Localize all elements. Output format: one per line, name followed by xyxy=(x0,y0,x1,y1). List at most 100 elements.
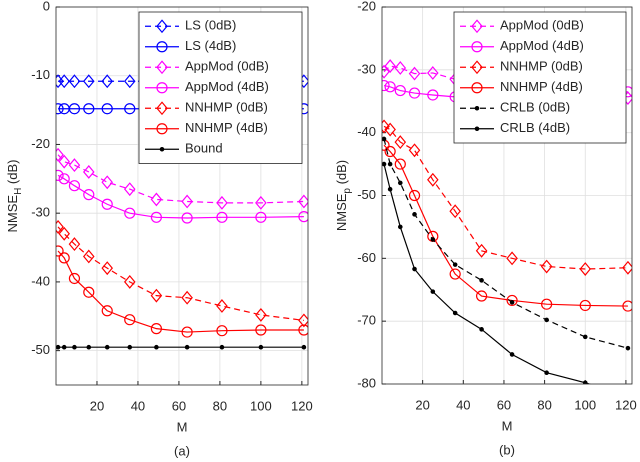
y-tick-label: -70 xyxy=(357,313,376,328)
marker xyxy=(150,288,163,303)
marker xyxy=(82,74,95,89)
y-axis-label: NMSEH (dB) xyxy=(5,160,23,233)
marker xyxy=(471,82,483,94)
legend-label: AppMod (4dB) xyxy=(185,79,269,94)
x-tick-label: 80 xyxy=(213,398,227,413)
marker xyxy=(382,79,390,92)
legend-label: AppMod (0dB) xyxy=(185,59,269,74)
marker xyxy=(382,64,390,79)
marker xyxy=(124,207,136,219)
marker xyxy=(430,237,436,242)
series-line xyxy=(383,125,628,270)
marker xyxy=(301,344,307,350)
y-label-unit: (dB) xyxy=(334,160,349,188)
marker xyxy=(156,19,168,34)
marker xyxy=(471,19,483,34)
y-tick-label: -30 xyxy=(31,205,50,220)
marker xyxy=(72,344,77,350)
marker xyxy=(123,182,136,197)
x-tick-label: 60 xyxy=(172,398,186,413)
x-tick-label: 120 xyxy=(615,397,637,412)
y-label-main: NMSE xyxy=(5,195,20,233)
marker xyxy=(156,123,168,135)
marker xyxy=(452,262,458,267)
marker xyxy=(83,286,95,298)
marker xyxy=(384,122,396,137)
series-line xyxy=(383,138,629,349)
marker xyxy=(156,60,168,75)
marker xyxy=(181,212,193,224)
marker xyxy=(509,352,515,357)
legend-label: CRLB (4dB) xyxy=(500,120,570,135)
subplot: 20 40 60 80 100 120 -80 -70 -60 -50 -40 -30 -20 AppMo… xyxy=(334,0,636,457)
marker xyxy=(56,219,64,234)
marker xyxy=(449,204,461,219)
marker xyxy=(150,323,162,335)
marker xyxy=(184,344,190,350)
marker xyxy=(216,299,228,313)
marker xyxy=(479,278,484,283)
legend-label: LS (0dB) xyxy=(185,18,236,33)
marker xyxy=(101,305,113,317)
marker xyxy=(541,298,553,310)
marker xyxy=(579,299,591,312)
marker xyxy=(582,334,588,340)
marker xyxy=(82,165,95,179)
marker xyxy=(219,344,225,350)
legend-label: NNHMP (4dB) xyxy=(500,79,583,94)
marker xyxy=(58,154,70,169)
marker xyxy=(159,146,165,152)
marker xyxy=(397,224,403,230)
marker xyxy=(61,344,67,350)
marker xyxy=(123,74,136,89)
marker xyxy=(123,274,136,289)
caption: (a) xyxy=(174,443,190,458)
x-tick-label: 100 xyxy=(574,397,596,412)
marker xyxy=(387,161,393,167)
marker xyxy=(427,66,439,80)
marker xyxy=(56,169,64,181)
marker xyxy=(181,326,193,338)
y-tick-label: 0 xyxy=(43,0,50,13)
x-tick-label: 80 xyxy=(537,397,551,412)
marker xyxy=(412,212,417,217)
y-axis-label: NMSEp (dB) xyxy=(334,160,352,231)
marker xyxy=(101,74,114,89)
marker xyxy=(509,300,515,305)
marker xyxy=(384,59,396,74)
legend-label: AppMod (4dB) xyxy=(500,38,584,53)
y-tick-label: -40 xyxy=(357,124,376,139)
marker xyxy=(394,158,406,170)
marker xyxy=(216,195,228,210)
series-group xyxy=(382,59,632,384)
marker xyxy=(58,226,70,241)
marker xyxy=(127,344,133,350)
marker xyxy=(298,313,308,328)
marker xyxy=(101,103,113,115)
y-tick-label: -30 xyxy=(357,61,376,76)
series-line xyxy=(57,154,304,204)
marker xyxy=(101,261,114,276)
marker xyxy=(68,74,81,89)
marker xyxy=(298,324,308,336)
marker xyxy=(58,74,70,89)
marker xyxy=(506,294,518,307)
marker xyxy=(181,194,193,209)
subplot: 20 40 60 80 100 120 -50 -40 -30 -20 -10 0 LS (0dB) LS… xyxy=(5,0,312,458)
marker xyxy=(124,103,136,115)
x-tick-label: 40 xyxy=(131,398,145,413)
marker xyxy=(258,344,264,350)
marker xyxy=(408,143,421,158)
marker xyxy=(255,307,267,322)
marker xyxy=(56,245,64,257)
marker xyxy=(382,161,387,167)
marker xyxy=(544,370,549,375)
marker xyxy=(83,103,95,115)
marker xyxy=(56,344,61,350)
marker xyxy=(86,344,92,350)
marker xyxy=(625,345,631,351)
marker xyxy=(544,317,549,323)
marker xyxy=(449,268,461,280)
marker xyxy=(622,260,632,275)
